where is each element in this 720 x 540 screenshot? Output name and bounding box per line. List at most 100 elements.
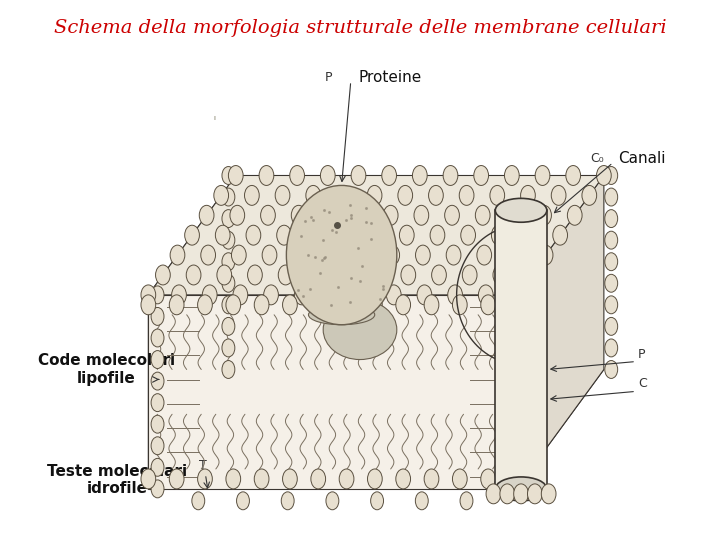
Ellipse shape <box>382 166 397 185</box>
Ellipse shape <box>495 198 546 222</box>
Ellipse shape <box>509 295 524 315</box>
Ellipse shape <box>336 185 351 205</box>
Ellipse shape <box>237 492 249 510</box>
Ellipse shape <box>278 265 293 285</box>
Ellipse shape <box>503 372 516 390</box>
Ellipse shape <box>474 166 489 185</box>
Polygon shape <box>516 176 604 489</box>
Ellipse shape <box>459 185 474 205</box>
Ellipse shape <box>217 265 232 285</box>
Ellipse shape <box>170 245 185 265</box>
Ellipse shape <box>478 285 493 305</box>
Ellipse shape <box>169 469 184 489</box>
Ellipse shape <box>222 296 235 314</box>
Ellipse shape <box>222 361 235 379</box>
Ellipse shape <box>605 318 618 335</box>
Ellipse shape <box>151 286 164 304</box>
Ellipse shape <box>398 185 413 205</box>
Ellipse shape <box>414 205 428 225</box>
Ellipse shape <box>311 469 325 489</box>
Ellipse shape <box>275 185 290 205</box>
Ellipse shape <box>503 415 516 433</box>
Ellipse shape <box>339 295 354 315</box>
Ellipse shape <box>254 295 269 315</box>
Ellipse shape <box>490 185 505 205</box>
Ellipse shape <box>567 205 582 225</box>
Ellipse shape <box>254 469 269 489</box>
Ellipse shape <box>276 225 292 245</box>
Ellipse shape <box>214 185 228 205</box>
Ellipse shape <box>197 295 212 315</box>
Ellipse shape <box>151 458 164 476</box>
Ellipse shape <box>171 285 186 305</box>
Ellipse shape <box>309 265 324 285</box>
Ellipse shape <box>367 295 382 315</box>
Ellipse shape <box>396 295 410 315</box>
Ellipse shape <box>445 205 459 225</box>
Ellipse shape <box>339 469 354 489</box>
Ellipse shape <box>505 166 519 185</box>
Ellipse shape <box>605 231 618 249</box>
Ellipse shape <box>151 372 164 390</box>
Ellipse shape <box>390 370 403 388</box>
Ellipse shape <box>264 285 279 305</box>
Ellipse shape <box>503 350 516 368</box>
Text: P: P <box>325 71 333 84</box>
Ellipse shape <box>541 484 556 504</box>
Ellipse shape <box>151 415 164 433</box>
Ellipse shape <box>151 437 164 455</box>
Ellipse shape <box>605 166 618 185</box>
Ellipse shape <box>401 265 415 285</box>
Ellipse shape <box>605 361 618 379</box>
Ellipse shape <box>222 231 235 249</box>
Ellipse shape <box>539 245 553 265</box>
Ellipse shape <box>259 166 274 185</box>
Ellipse shape <box>369 225 384 245</box>
Ellipse shape <box>151 329 164 347</box>
Ellipse shape <box>306 185 320 205</box>
Ellipse shape <box>289 166 305 185</box>
Ellipse shape <box>351 166 366 185</box>
Ellipse shape <box>452 469 467 489</box>
Ellipse shape <box>503 286 516 304</box>
Ellipse shape <box>566 166 580 185</box>
Ellipse shape <box>169 295 184 315</box>
Ellipse shape <box>528 370 541 388</box>
Ellipse shape <box>326 492 339 510</box>
Ellipse shape <box>323 300 397 360</box>
Ellipse shape <box>430 225 445 245</box>
Ellipse shape <box>222 166 235 185</box>
Ellipse shape <box>141 469 156 489</box>
Ellipse shape <box>523 265 539 285</box>
Ellipse shape <box>503 458 516 476</box>
Ellipse shape <box>495 477 546 501</box>
Ellipse shape <box>431 265 446 285</box>
Ellipse shape <box>521 185 535 205</box>
Ellipse shape <box>509 469 524 489</box>
Ellipse shape <box>492 225 506 245</box>
Ellipse shape <box>448 285 462 305</box>
Ellipse shape <box>230 205 245 225</box>
Ellipse shape <box>475 205 490 225</box>
Ellipse shape <box>353 205 367 225</box>
Ellipse shape <box>503 307 516 326</box>
Ellipse shape <box>308 305 374 325</box>
Ellipse shape <box>605 253 618 271</box>
Ellipse shape <box>462 265 477 285</box>
Ellipse shape <box>503 329 516 347</box>
Ellipse shape <box>509 285 524 305</box>
Ellipse shape <box>605 339 618 357</box>
Ellipse shape <box>222 318 235 335</box>
Ellipse shape <box>424 295 439 315</box>
Text: C: C <box>638 377 647 390</box>
Ellipse shape <box>233 285 248 305</box>
Ellipse shape <box>322 205 337 225</box>
Ellipse shape <box>605 296 618 314</box>
Ellipse shape <box>298 370 311 388</box>
Ellipse shape <box>387 285 401 305</box>
Ellipse shape <box>215 225 230 245</box>
Polygon shape <box>148 176 235 489</box>
Ellipse shape <box>553 225 567 245</box>
Text: C₀: C₀ <box>590 152 604 165</box>
Ellipse shape <box>552 185 566 205</box>
